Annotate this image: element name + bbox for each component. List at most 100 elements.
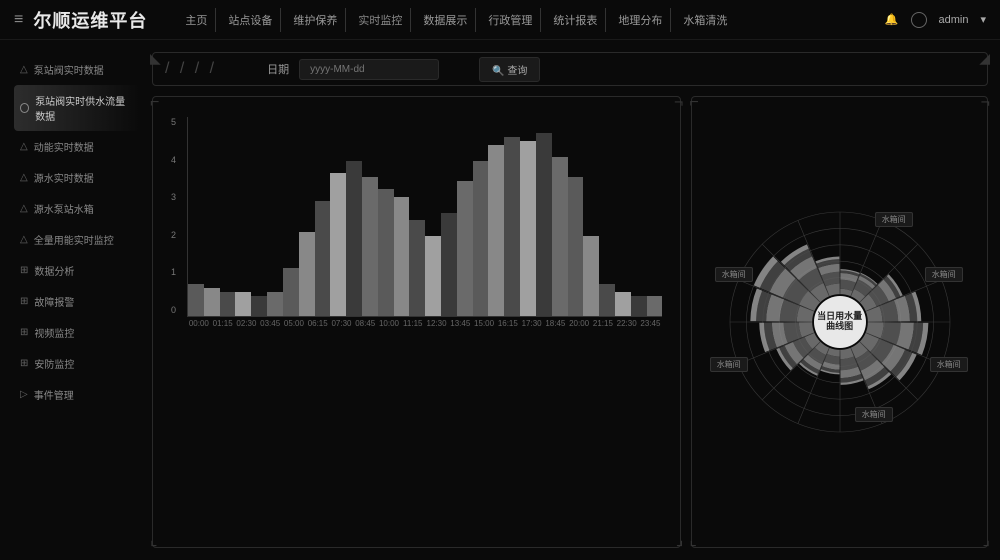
username[interactable]: admin (939, 14, 969, 26)
radial-label: 水箱间 (930, 357, 968, 372)
sidebar-label: 全量用能实时监控 (34, 232, 114, 247)
chart-bar (504, 137, 520, 316)
sidebar-label: 故障报警 (34, 294, 74, 309)
line-chart: 012345 (171, 117, 662, 317)
chart-bar (346, 161, 362, 316)
chart-bar (536, 133, 552, 316)
sidebar-item[interactable]: △ 源水泵站水箱 (14, 193, 140, 224)
chart-bar (394, 197, 410, 316)
radial-label: 水箱间 (710, 357, 748, 372)
sidebar-label: 泵站阀实时数据 (34, 62, 104, 77)
chart-bar (615, 292, 631, 316)
chart-bar (362, 177, 378, 316)
sidebar-icon: △ (20, 172, 28, 183)
sidebar-item[interactable]: △ 全量用能实时监控 (14, 224, 140, 255)
nav-item[interactable]: 水箱清洗 (675, 8, 735, 32)
radial-label: 水箱间 (875, 212, 913, 227)
chart-bar (330, 173, 346, 316)
chart-bar (267, 292, 283, 316)
date-label: 日期 (267, 61, 289, 77)
sidebar-label: 泵站阀实时供水流量数据 (35, 93, 134, 123)
top-nav: 主页站点设备维护保养实时监控数据展示行政管理统计报表地理分布水箱清洗 (177, 8, 735, 32)
sidebar-icon: ⊞ (20, 327, 28, 338)
sidebar-label: 安防监控 (34, 356, 74, 371)
radial-chart-panel: ⌐¬ ⌞⌟ 当日用水量曲线图 水箱间水箱间水箱间水箱间水箱间水箱间 (691, 96, 988, 548)
chart-bar (441, 213, 457, 316)
chart-bar (204, 288, 220, 316)
chart-bar (631, 296, 647, 316)
radial-label: 水箱间 (925, 267, 963, 282)
nav-item[interactable]: 统计报表 (545, 8, 606, 32)
sidebar-icon: △ (20, 203, 28, 214)
y-axis: 012345 (171, 117, 187, 317)
radial-center-label: 当日用水量曲线图 (814, 296, 866, 348)
line-chart-panel: ⌐¬ ⌞⌟ 012345 00:0001:1502:3003:4505:0006… (152, 96, 681, 548)
chart-bar (425, 236, 441, 316)
chart-bar (299, 232, 315, 316)
chart-bar (488, 145, 504, 316)
search-button[interactable]: 🔍 查询 (479, 57, 540, 82)
chart-bar (583, 236, 599, 316)
sidebar-label: 源水泵站水箱 (34, 201, 94, 216)
sidebar-label: 源水实时数据 (34, 170, 94, 185)
avatar-icon[interactable] (911, 12, 927, 28)
sidebar-icon: △ (20, 141, 28, 152)
sidebar-label: 数据分析 (34, 263, 74, 278)
chart-bar (647, 296, 663, 316)
sidebar-item[interactable]: △ 源水实时数据 (14, 162, 140, 193)
chart-bar (188, 284, 204, 316)
chart-bar (409, 220, 425, 316)
header: ≡ 尔顺运维平台 主页站点设备维护保养实时监控数据展示行政管理统计报表地理分布水… (0, 0, 1000, 40)
nav-item[interactable]: 行政管理 (480, 8, 541, 32)
sidebar-item[interactable]: ⊞ 安防监控 (14, 348, 140, 379)
notification-icon[interactable]: 🔔 (885, 13, 899, 26)
decoration-icon: / / / / (165, 60, 217, 78)
chart-bar (457, 181, 473, 316)
nav-item[interactable]: 站点设备 (220, 8, 281, 32)
filter-bar: ◣ ◢ / / / / 日期 🔍 查询 (152, 52, 988, 86)
logo: 尔顺运维平台 (33, 7, 147, 33)
menu-icon[interactable]: ≡ (14, 11, 23, 29)
nav-item[interactable]: 地理分布 (610, 8, 671, 32)
radial-label: 水箱间 (855, 407, 893, 422)
chart-bar (599, 284, 615, 316)
chart-bar (520, 141, 536, 316)
sidebar-item[interactable]: △ 泵站阀实时数据 (14, 54, 140, 85)
chart-bar (315, 201, 331, 316)
sidebar-item[interactable]: ▷ 事件管理 (14, 379, 140, 410)
sidebar-icon: △ (20, 234, 28, 245)
chart-bar (251, 296, 267, 316)
sidebar-label: 视频监控 (34, 325, 74, 340)
sidebar-icon: ⊞ (20, 265, 28, 276)
chart-bar (220, 292, 236, 316)
x-axis: 00:0001:1502:3003:4505:0006:1507:3008:45… (171, 319, 662, 328)
sidebar-icon: ▷ (20, 389, 28, 400)
chart-plot (187, 117, 662, 317)
chart-bar (552, 157, 568, 316)
nav-item[interactable]: 实时监控 (350, 8, 411, 32)
chart-bar (378, 189, 394, 316)
chart-bar (473, 161, 489, 316)
radial-label: 水箱间 (715, 267, 753, 282)
sidebar-icon: △ (20, 64, 28, 75)
chart-bar (235, 292, 251, 316)
nav-item[interactable]: 维护保养 (285, 8, 346, 32)
nav-item[interactable]: 主页 (177, 8, 216, 32)
date-input[interactable] (299, 59, 439, 80)
sidebar-icon: ⊞ (20, 296, 28, 307)
sidebar-icon: ⊞ (20, 358, 28, 369)
sidebar-item[interactable]: ⊞ 故障报警 (14, 286, 140, 317)
sidebar-label: 动能实时数据 (34, 139, 94, 154)
chart-bar (283, 268, 299, 316)
nav-item[interactable]: 数据展示 (415, 8, 476, 32)
header-right: 🔔 admin ▾ (885, 12, 986, 28)
sidebar-item[interactable]: 泵站阀实时供水流量数据 (14, 85, 140, 131)
chevron-down-icon[interactable]: ▾ (980, 13, 986, 26)
chart-bar (568, 177, 584, 316)
sidebar-item[interactable]: ⊞ 视频监控 (14, 317, 140, 348)
sidebar-item[interactable]: ⊞ 数据分析 (14, 255, 140, 286)
sidebar-label: 事件管理 (34, 387, 74, 402)
sidebar: △ 泵站阀实时数据泵站阀实时供水流量数据 △ 动能实时数据 △ 源水实时数据 △ 源水泵站水箱… (0, 40, 140, 560)
radial-chart: 当日用水量曲线图 水箱间水箱间水箱间水箱间水箱间水箱间 (725, 207, 955, 437)
sidebar-item[interactable]: △ 动能实时数据 (14, 131, 140, 162)
